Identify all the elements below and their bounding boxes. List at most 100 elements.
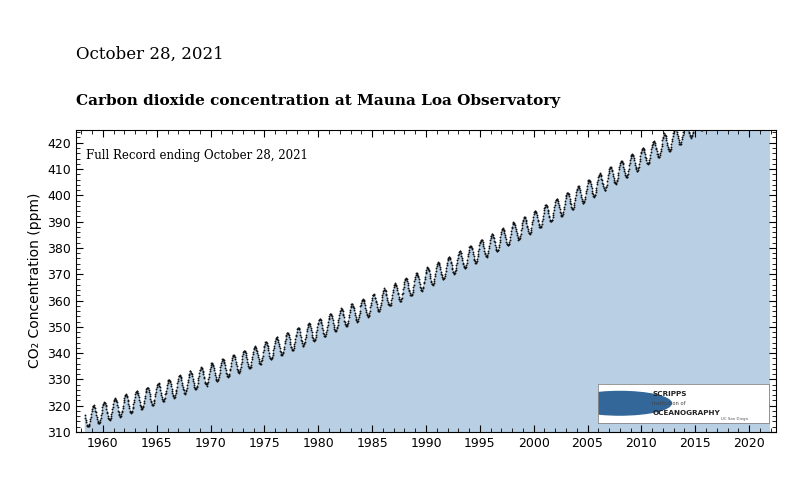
- Point: [79, 416, 92, 424]
- Point: [664, 146, 677, 154]
- Point: [340, 322, 353, 330]
- Point: [577, 199, 590, 206]
- Point: [446, 264, 458, 272]
- Point: [149, 390, 162, 398]
- Point: [662, 143, 674, 151]
- Point: [445, 259, 458, 267]
- Point: [470, 255, 483, 263]
- Point: [174, 374, 187, 382]
- Point: [82, 422, 95, 430]
- Point: [278, 345, 290, 353]
- Point: [570, 189, 582, 196]
- Point: [248, 342, 261, 350]
- Point: [534, 223, 547, 231]
- Point: [547, 209, 560, 216]
- Point: [437, 276, 450, 283]
- Point: [214, 361, 227, 369]
- Point: [677, 125, 690, 133]
- Point: [120, 392, 133, 399]
- Point: [222, 372, 235, 380]
- Point: [686, 131, 698, 138]
- Point: [694, 120, 706, 128]
- Point: [154, 384, 166, 391]
- Point: [223, 366, 236, 374]
- Point: [479, 252, 492, 260]
- Point: [614, 159, 626, 167]
- Point: [106, 408, 118, 416]
- Point: [746, 81, 759, 89]
- Point: [329, 326, 342, 334]
- Point: [540, 203, 553, 210]
- Point: [373, 307, 386, 315]
- Point: [179, 387, 192, 395]
- Point: [371, 305, 384, 313]
- Point: [706, 119, 718, 126]
- Point: [725, 96, 738, 104]
- Point: [699, 107, 712, 114]
- Point: [270, 335, 282, 342]
- Point: [418, 275, 431, 283]
- Point: [186, 372, 198, 380]
- Point: [165, 385, 178, 393]
- Point: [329, 327, 342, 335]
- Point: [165, 382, 178, 390]
- Point: [741, 89, 754, 96]
- Point: [673, 140, 686, 148]
- Point: [399, 275, 412, 282]
- Point: [722, 90, 735, 97]
- Point: [87, 402, 100, 410]
- Point: [111, 401, 124, 409]
- Point: [558, 197, 571, 205]
- Point: [581, 182, 594, 190]
- Point: [259, 338, 272, 346]
- Point: [658, 131, 671, 138]
- Point: [256, 352, 269, 360]
- Point: [386, 291, 398, 299]
- Point: [692, 116, 705, 124]
- Point: [556, 211, 569, 218]
- Point: [209, 371, 222, 379]
- Point: [516, 220, 529, 228]
- Point: [141, 384, 154, 392]
- Point: [469, 259, 482, 266]
- Point: [327, 324, 340, 331]
- Point: [587, 192, 600, 200]
- Point: [220, 371, 233, 378]
- Point: [646, 138, 659, 145]
- Point: [378, 287, 391, 294]
- Point: [433, 261, 446, 268]
- Point: [522, 226, 534, 233]
- Point: [185, 369, 198, 376]
- Point: [91, 419, 104, 426]
- Point: [589, 191, 602, 199]
- Point: [214, 363, 227, 371]
- Point: [497, 226, 510, 233]
- Point: [561, 189, 574, 197]
- Point: [534, 223, 546, 230]
- Point: [686, 130, 699, 137]
- Point: [198, 374, 210, 382]
- Point: [406, 286, 419, 294]
- Point: [429, 272, 442, 280]
- Point: [551, 196, 564, 204]
- Point: [548, 202, 561, 209]
- Point: [541, 206, 554, 214]
- Point: [343, 309, 356, 316]
- Point: [345, 300, 358, 308]
- Point: [253, 357, 266, 365]
- Point: [202, 378, 214, 386]
- Point: [734, 82, 746, 90]
- Point: [254, 360, 266, 367]
- Point: [503, 236, 516, 243]
- Point: [90, 415, 103, 423]
- Point: [650, 147, 663, 155]
- Point: [326, 319, 339, 326]
- Point: [262, 347, 275, 354]
- Point: [704, 114, 717, 121]
- Point: [298, 339, 310, 347]
- Point: [174, 372, 186, 379]
- Point: [641, 159, 654, 167]
- Point: [338, 317, 350, 324]
- Point: [323, 312, 336, 320]
- Point: [366, 297, 378, 304]
